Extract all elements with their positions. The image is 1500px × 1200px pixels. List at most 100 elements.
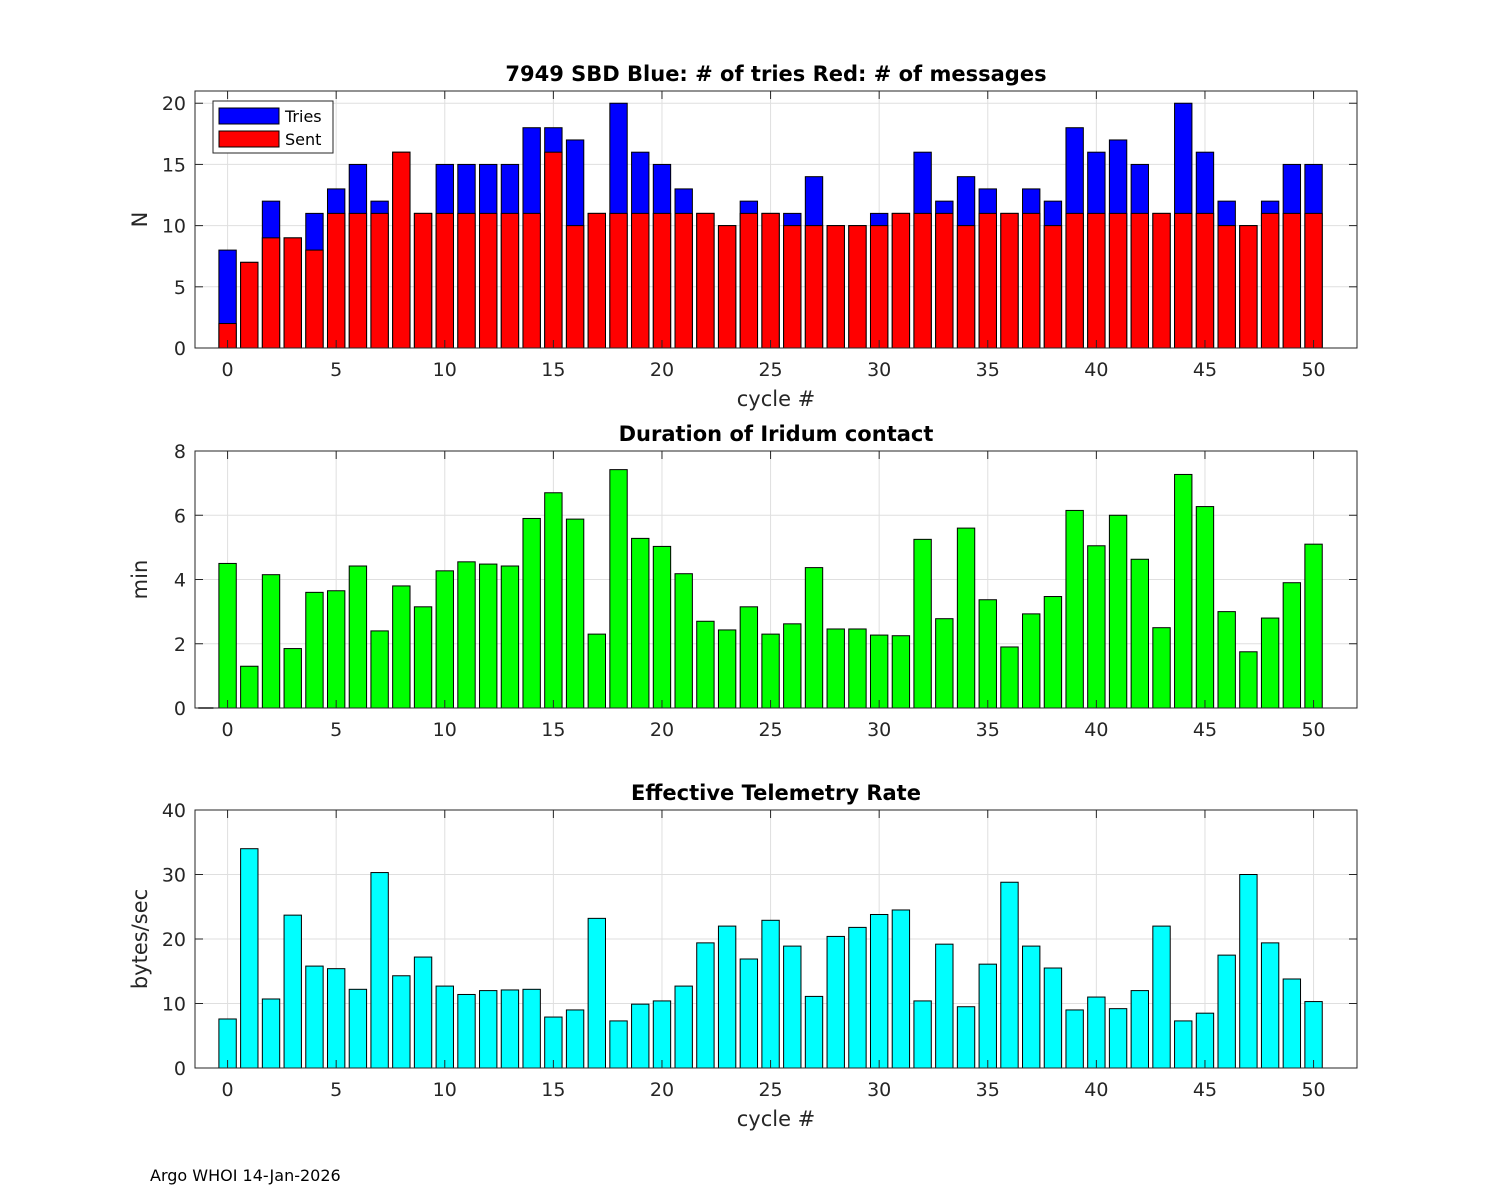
sent-bar (913, 212, 932, 349)
sent-bar (956, 225, 976, 349)
y-axis-label: min (128, 560, 152, 600)
rate-bar (631, 1003, 650, 1069)
sent-bar (500, 212, 520, 349)
duration-bar (913, 538, 932, 709)
duration-bar (479, 563, 498, 709)
sent-bar (392, 151, 411, 349)
sent-bar (1217, 225, 1236, 349)
rate-bar (804, 995, 824, 1069)
sent-bar (283, 237, 302, 349)
rate-bar (1195, 1012, 1215, 1069)
y-tick-label: 2 (174, 634, 186, 656)
x-axis-label: cycle # (737, 387, 816, 411)
x-tick-label: 30 (867, 1079, 891, 1101)
duration-bar (956, 527, 976, 709)
y-tick-label: 5 (174, 277, 186, 299)
rate-bar (674, 985, 693, 1069)
sent-bar (240, 261, 259, 349)
duration-bar (1022, 613, 1041, 709)
sent-bar (1282, 212, 1302, 349)
rate-bar (1304, 1001, 1323, 1069)
sent-bar (435, 212, 454, 349)
x-tick-label: 10 (433, 359, 457, 381)
duration-bar (392, 585, 411, 709)
sent-bar (935, 212, 954, 349)
sent-bar (609, 212, 628, 349)
rate-bar (522, 988, 541, 1069)
rate-bar (587, 917, 607, 1069)
rate-bar (283, 914, 302, 1069)
rate-bar (1087, 996, 1106, 1069)
duration-bar (1152, 627, 1171, 709)
sent-bar (783, 225, 802, 349)
y-tick-label: 10 (162, 994, 186, 1016)
duration-bar (826, 628, 845, 709)
duration-bar (587, 633, 607, 709)
sent-bar (1022, 212, 1041, 349)
duration-bar (1130, 558, 1149, 709)
sent-bar (1304, 212, 1323, 349)
duration-bar (935, 618, 954, 709)
sent-bar (1108, 212, 1128, 349)
rate-bar (717, 925, 737, 1069)
footer-credit: Argo WHOI 14-Jan-2026 (150, 1166, 341, 1185)
rate-bar (413, 956, 433, 1069)
x-tick-label: 35 (976, 359, 1000, 381)
duration-bar (869, 634, 889, 709)
x-tick-label: 25 (758, 719, 782, 741)
duration-bar (1065, 509, 1084, 709)
x-tick-label: 15 (541, 359, 565, 381)
rate-bar (1282, 978, 1302, 1069)
tries-sent-panel: 0 5 10 15 20 25 30 35 40 45 50 0 5 10 15 20 7949 SBD Blu… (128, 62, 1358, 411)
sent-bar (479, 212, 498, 349)
rate-bar (696, 942, 715, 1069)
sent-bar (717, 225, 737, 349)
y-tick-label: 0 (174, 338, 186, 360)
rate-bar (978, 963, 997, 1069)
duration-bar (891, 635, 911, 709)
rate-bar (1152, 925, 1171, 1069)
rate-bar (869, 913, 889, 1069)
rate-bar (261, 998, 281, 1069)
duration-bar (609, 469, 628, 709)
x-tick-label: 45 (1193, 359, 1217, 381)
duration-bar (326, 590, 346, 709)
rate-bar (1108, 1008, 1128, 1069)
sent-bar (326, 212, 346, 349)
duration-bar (435, 570, 454, 709)
x-axis-label: cycle # (737, 1107, 816, 1131)
sent-bar (348, 212, 368, 349)
duration-bar (1239, 651, 1258, 709)
duration-bar (1087, 545, 1106, 709)
duration-bar (261, 574, 281, 709)
rate-bar (848, 926, 867, 1069)
x-tick-label: 20 (650, 1079, 674, 1101)
rate-bar (1260, 942, 1280, 1069)
y-tick-label: 0 (174, 698, 186, 720)
sent-bar (587, 212, 607, 349)
legend-swatch-sent (218, 130, 280, 148)
duration-bar (1195, 506, 1215, 709)
rate-bar (826, 935, 845, 1069)
y-tick-label: 30 (162, 865, 186, 887)
x-tick-label: 10 (433, 1079, 457, 1101)
rate-bar (1130, 990, 1149, 1069)
duration-bar (544, 492, 563, 709)
sent-bar (696, 212, 715, 349)
sent-bar (674, 212, 693, 349)
sent-bar (1195, 212, 1215, 349)
duration-bar (522, 517, 541, 709)
duration-bar (696, 620, 715, 709)
rate-bar (1000, 881, 1019, 1069)
rate-bar (565, 1009, 585, 1069)
duration-bar (761, 633, 780, 709)
rate-bar (761, 919, 780, 1069)
duration-bar (1282, 582, 1302, 709)
duration-bar (1108, 514, 1128, 709)
duration-bar (848, 628, 867, 709)
x-tick-label: 40 (1084, 719, 1108, 741)
x-tick-label: 5 (330, 719, 342, 741)
sent-bar (457, 212, 476, 349)
rate-bar (1174, 1020, 1193, 1069)
rate-bar (652, 1000, 672, 1069)
